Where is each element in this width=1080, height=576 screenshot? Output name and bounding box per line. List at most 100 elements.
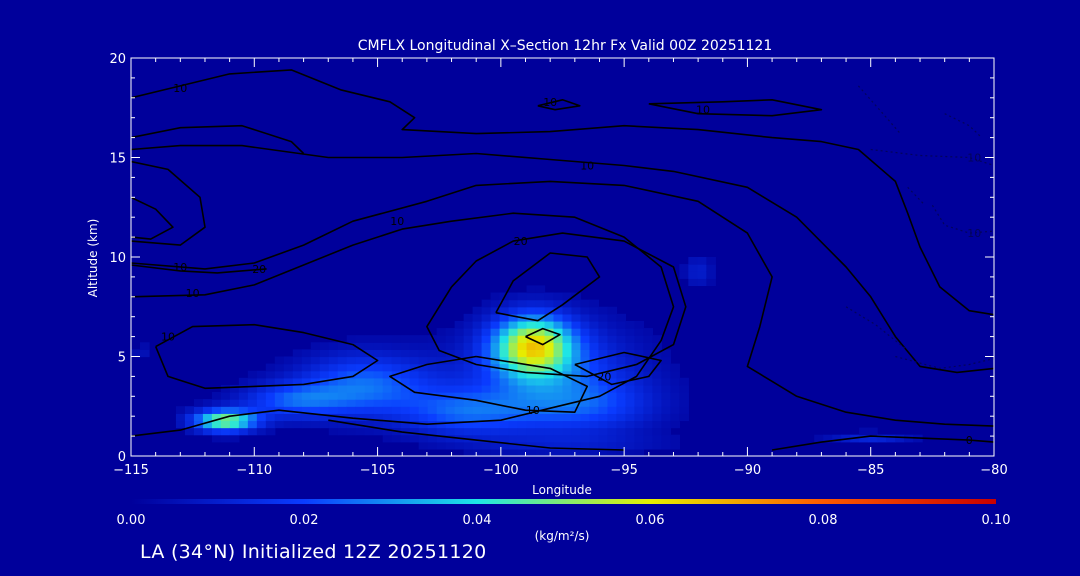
field-cell [373,370,384,379]
field-cell [508,377,519,386]
field-cell [589,342,600,350]
field-cell [310,413,321,422]
field-cell [436,406,447,414]
field-cell [409,399,420,407]
field-cell [346,413,357,422]
field-cell [238,406,249,414]
field-cell [310,349,321,358]
field-cell [661,363,671,372]
contour-line [131,180,994,427]
field-cell [607,342,618,350]
field-cell [391,377,402,386]
field-cell [625,427,636,436]
field-cell [229,399,240,407]
field-cell [625,363,636,372]
field-cell [634,441,645,450]
field-cell [661,384,671,393]
field-cell [490,313,501,322]
field-cell [643,370,653,379]
field-cell [400,342,411,350]
field-cell [643,420,653,429]
field-cell [418,434,429,443]
field-cell [256,384,267,393]
contour-label: 10 [696,104,710,117]
field-cell [211,413,222,422]
field-cell [283,363,294,372]
field-cell [400,370,411,379]
field-cell [517,370,528,379]
field-cell [364,420,375,429]
y-tick-label: 0 [118,450,126,465]
field-cell [571,434,582,443]
field-cell [346,392,357,400]
field-cell [580,370,591,379]
field-cell [256,406,267,414]
field-cell [634,377,645,386]
contour-line [648,99,823,117]
field-cell [688,278,698,287]
field-cell [391,406,402,414]
field-cell [616,335,627,343]
contour-label: 10 [173,261,187,274]
field-cell [328,370,339,379]
field-cell [598,448,609,456]
field-cell [463,427,474,436]
field-cell [238,427,249,436]
field-cell [463,363,474,372]
field-cell [301,384,312,393]
field-cell [319,363,330,372]
field-cell [328,392,339,400]
field-cell [643,342,653,350]
field-cell [328,384,339,393]
field-cell [571,370,582,379]
field-cell [274,392,285,400]
field-cell [427,399,438,407]
field-cell [625,413,636,422]
field-cell [607,363,618,372]
field-cell [436,413,447,422]
field-cell [445,406,456,414]
field-cell [661,406,671,414]
field-cell [553,292,564,301]
contour-line [131,264,267,274]
field-cell [382,406,393,414]
field-cell [409,427,420,436]
field-cell [697,278,707,287]
field-cell [229,427,240,436]
field-cell [679,399,689,407]
field-cell [454,363,465,372]
field-cell [382,413,393,422]
field-cell [463,399,474,407]
field-cell [481,448,492,456]
field-cell [625,342,636,350]
field-cell [670,377,680,386]
field-cell [481,377,492,386]
field-cell [409,406,420,414]
field-cell [634,342,645,350]
field-cell [553,349,564,358]
field-cell [616,313,627,322]
field-cell [526,342,537,350]
field-cell [463,384,474,393]
field-cell [535,306,546,315]
field-cell [526,356,537,365]
field-cell [229,420,240,429]
field-cell [490,306,501,315]
field-cell [238,413,249,422]
field-cell [355,427,366,436]
field-cell [553,413,564,422]
field-cell [319,406,330,414]
field-cell [409,370,420,379]
field-cell [382,363,393,372]
field-cell [445,441,456,450]
field-cell [382,384,393,393]
field-cell [652,384,662,393]
field-cell [571,356,582,365]
field-cell [562,349,573,358]
field-cell [499,335,510,343]
field-cell [598,420,609,429]
field-cell [265,427,276,436]
field-cell [472,413,483,422]
field-cell [454,377,465,386]
field-cell [625,335,636,343]
